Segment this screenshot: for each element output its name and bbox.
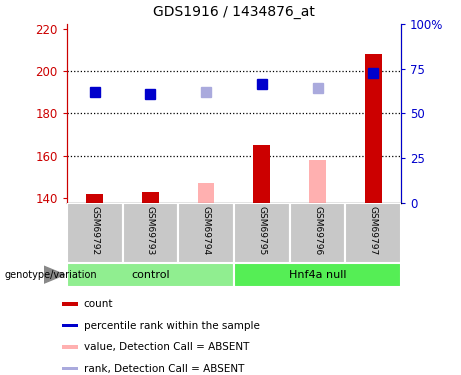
Bar [254,145,270,202]
Text: GSM69794: GSM69794 [201,206,211,255]
Text: GSM69797: GSM69797 [369,206,378,255]
Bar [290,202,345,262]
Text: rank, Detection Call = ABSENT: rank, Detection Call = ABSENT [84,363,244,374]
Text: Hnf4a null: Hnf4a null [289,270,346,280]
Bar [234,262,401,287]
Polygon shape [44,266,65,283]
Text: GSM69795: GSM69795 [257,206,266,255]
Title: GDS1916 / 1434876_at: GDS1916 / 1434876_at [153,5,315,19]
Text: GSM69796: GSM69796 [313,206,322,255]
Bar [123,202,178,262]
Bar [62,345,78,349]
Bar [62,367,78,370]
Text: count: count [84,299,113,309]
Bar [198,183,214,203]
Bar [67,262,234,287]
Bar [62,302,78,306]
Bar [86,194,103,202]
Bar [178,202,234,262]
Text: value, Detection Call = ABSENT: value, Detection Call = ABSENT [84,342,249,352]
Text: percentile rank within the sample: percentile rank within the sample [84,321,260,330]
Bar [234,202,290,262]
Bar [62,324,78,327]
Bar [309,160,326,202]
Text: control: control [131,270,170,280]
Bar [67,202,123,262]
Bar [142,192,159,202]
Bar [365,54,382,202]
Text: GSM69793: GSM69793 [146,206,155,255]
Text: GSM69792: GSM69792 [90,206,99,255]
Text: genotype/variation: genotype/variation [5,270,97,280]
Bar [345,202,401,262]
